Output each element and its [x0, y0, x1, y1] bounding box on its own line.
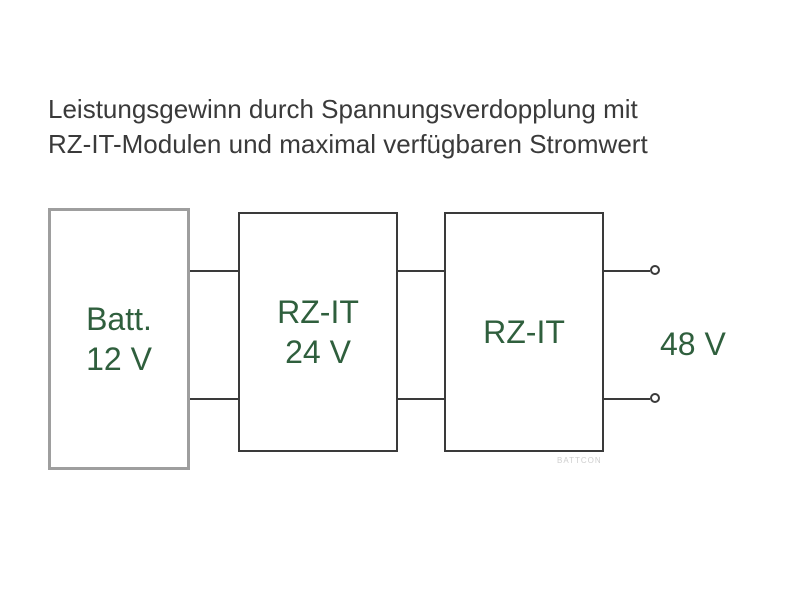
rzit1-label-line2: 24 V	[285, 334, 351, 370]
block-battery: Batt. 12 V	[48, 208, 190, 470]
block-rzit-2: RZ-IT	[444, 212, 604, 452]
block-rzit-1: RZ-IT 24 V	[238, 212, 398, 452]
title-line2: RZ-IT-Modulen und maximal verfügbaren St…	[48, 129, 648, 159]
rzit1-label: RZ-IT 24 V	[277, 292, 359, 372]
rzit2-label: RZ-IT	[483, 312, 565, 352]
wire-output-top	[604, 270, 650, 272]
rzit2-label-line1: RZ-IT	[483, 314, 565, 350]
output-terminal-top	[650, 265, 660, 275]
diagram-title: Leistungsgewinn durch Spannungsverdopplu…	[48, 92, 648, 162]
wire-batt-rzit1-bot	[190, 398, 239, 400]
wire-rzit1-rzit2-bot	[398, 398, 445, 400]
battery-label-line1: Batt.	[86, 301, 152, 337]
battery-label-line2: 12 V	[86, 341, 152, 377]
battery-label: Batt. 12 V	[86, 299, 152, 379]
watermark: BATTCON	[557, 456, 602, 465]
wire-rzit1-rzit2-top	[398, 270, 445, 272]
output-voltage-label: 48 V	[660, 326, 726, 363]
wire-output-bot	[604, 398, 650, 400]
output-terminal-bot	[650, 393, 660, 403]
wire-batt-rzit1-top	[190, 270, 239, 272]
title-line1: Leistungsgewinn durch Spannungsverdopplu…	[48, 94, 638, 124]
rzit1-label-line1: RZ-IT	[277, 294, 359, 330]
